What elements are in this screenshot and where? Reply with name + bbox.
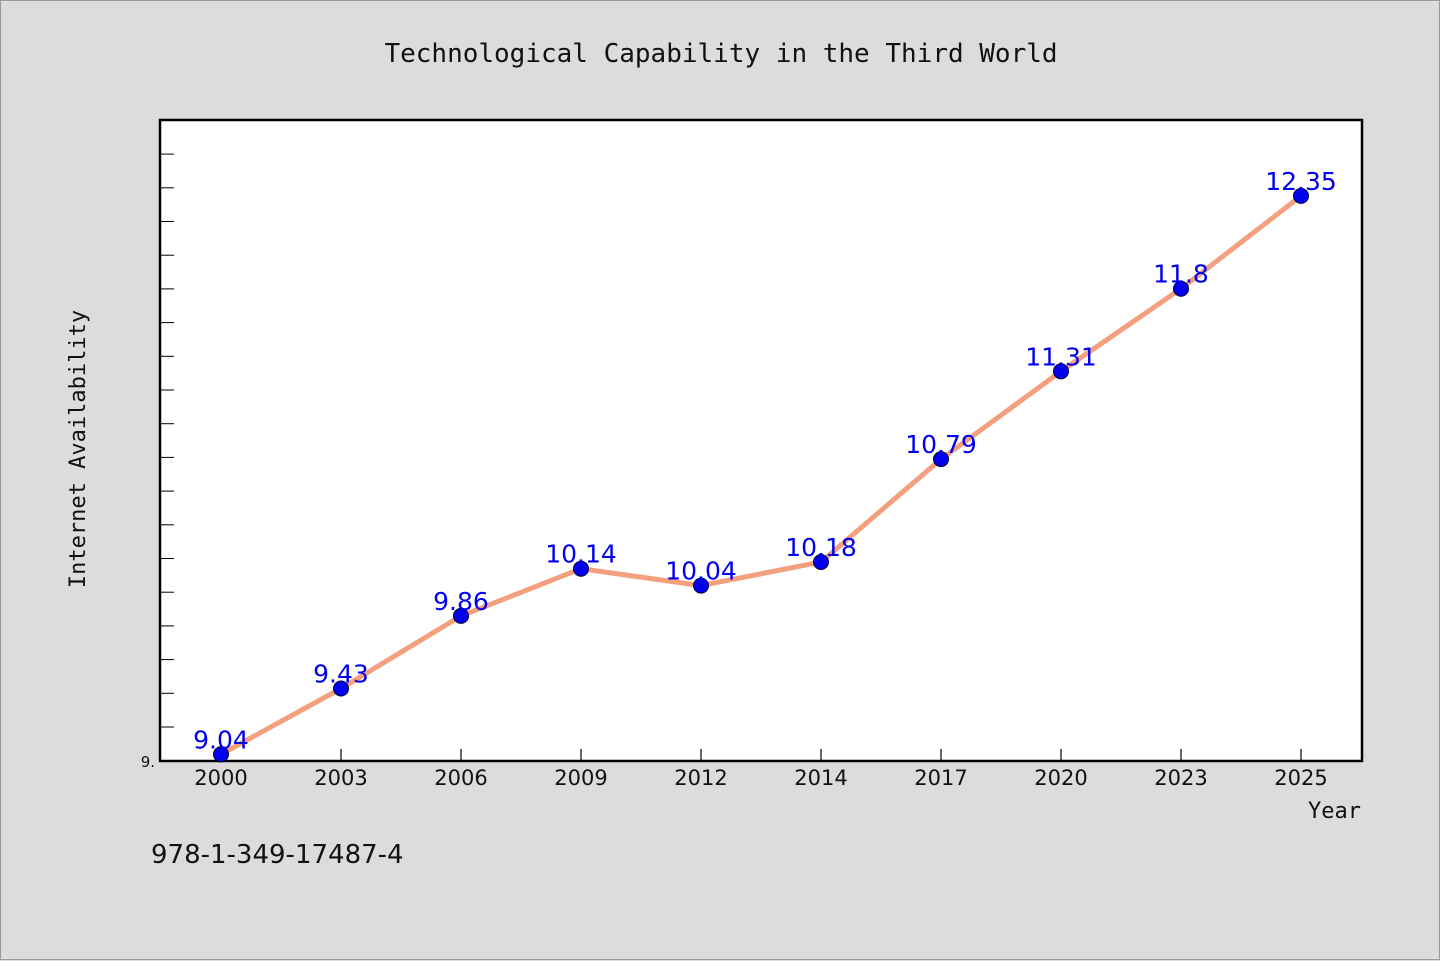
data-point [1293, 187, 1309, 204]
x-tick-label: 2017 [914, 766, 967, 790]
data-label: 12.35 [1265, 167, 1337, 196]
y-axis-ticks [160, 153, 174, 728]
x-axis-label: Year [1308, 799, 1361, 824]
data-point [1173, 280, 1189, 297]
data-point [813, 554, 829, 570]
y-tick-label: 9. [141, 753, 155, 771]
data-point [573, 560, 589, 577]
data-point [693, 577, 709, 594]
isbn-text: 978-1-349-17487-4 [151, 840, 404, 870]
data-point [333, 680, 349, 697]
x-tick-label: 2009 [554, 766, 607, 790]
x-tick-label: 2025 [1274, 766, 1327, 790]
x-tick-label: 2000 [194, 766, 247, 790]
data-labels: 9.04 9.43 9.86 10.14 10.04 10.18 10.79 11.31 11.… [193, 167, 1337, 754]
data-point [933, 451, 949, 468]
data-label: 9.86 [433, 587, 489, 616]
data-label: 9.04 [193, 725, 249, 754]
data-label: 10.14 [545, 540, 617, 569]
plot-area [158, 118, 1364, 763]
data-label: 10.18 [785, 533, 857, 562]
x-tick-label: 2003 [314, 766, 367, 790]
data-points [213, 187, 1309, 763]
x-tick-label: 2023 [1154, 766, 1207, 790]
x-tick-label: 2012 [674, 766, 727, 790]
chart-title: Technological Capability in the Third Wo… [384, 39, 1057, 69]
data-point [213, 746, 229, 763]
data-point [1053, 363, 1069, 380]
data-point [453, 607, 469, 624]
data-label: 10.04 [665, 557, 737, 586]
data-label: 10.79 [905, 430, 977, 459]
data-label: 11.8 [1153, 260, 1209, 289]
series-line [219, 193, 1303, 757]
series-line-group [219, 193, 1303, 757]
y-axis-label: Internet Availability [66, 310, 91, 588]
x-tick-label: 2020 [1034, 766, 1087, 790]
data-label: 9.43 [313, 660, 369, 689]
x-tick-label: 2014 [794, 766, 847, 790]
data-label: 11.31 [1025, 342, 1097, 371]
x-tick-label: 2006 [434, 766, 487, 790]
